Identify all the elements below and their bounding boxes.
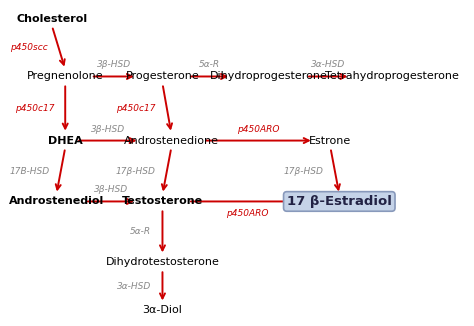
Text: 17β-HSD: 17β-HSD	[116, 167, 156, 175]
Text: 5α-R: 5α-R	[130, 228, 151, 236]
Text: p450ARO: p450ARO	[226, 209, 268, 217]
Text: Estrone: Estrone	[310, 136, 352, 146]
Text: Dihydroprogesterone: Dihydroprogesterone	[210, 71, 328, 82]
Text: Cholesterol: Cholesterol	[17, 14, 88, 24]
Text: 3β-HSD: 3β-HSD	[91, 125, 125, 134]
Text: 3β-HSD: 3β-HSD	[94, 185, 128, 194]
Text: p450ARO: p450ARO	[237, 125, 280, 134]
Text: 5α-R: 5α-R	[199, 60, 220, 69]
Text: 3β-HSD: 3β-HSD	[97, 60, 131, 69]
Text: Testosterone: Testosterone	[122, 197, 203, 206]
Text: DHEA: DHEA	[48, 136, 82, 146]
Text: 3α-Diol: 3α-Diol	[143, 305, 182, 315]
Text: 17 β-Estradiol: 17 β-Estradiol	[287, 195, 392, 208]
Text: Progesterone: Progesterone	[126, 71, 200, 82]
Text: p450scc: p450scc	[10, 43, 47, 52]
Text: 3α-HSD: 3α-HSD	[117, 282, 151, 291]
Text: p450c17: p450c17	[116, 104, 156, 113]
Text: Androstenediol: Androstenediol	[9, 197, 104, 206]
Text: Androstenedione: Androstenedione	[124, 136, 219, 146]
Text: p450c17: p450c17	[15, 104, 54, 113]
Text: 17B-HSD: 17B-HSD	[9, 167, 50, 175]
Text: Pregnenolone: Pregnenolone	[27, 71, 103, 82]
Text: Tetrahydroprogesterone: Tetrahydroprogesterone	[325, 71, 459, 82]
Text: 17β-HSD: 17β-HSD	[284, 167, 324, 175]
Text: Dihydrotestosterone: Dihydrotestosterone	[106, 257, 219, 267]
Text: 3α-HSD: 3α-HSD	[311, 60, 346, 69]
